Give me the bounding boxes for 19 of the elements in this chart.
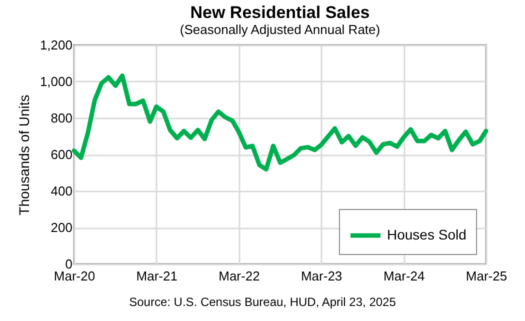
x-tick-label: Mar-20 <box>54 268 96 284</box>
chart-subtitle: (Seasonally Adjusted Annual Rate) <box>180 22 380 37</box>
y-tick-label: 1,000 <box>40 74 72 89</box>
x-tick-label: Mar-22 <box>218 268 260 284</box>
y-tick-label: 400 <box>50 184 72 198</box>
source-note: Source: U.S. Census Bureau, HUD, April 23, 2025 <box>128 295 397 309</box>
x-tick-label: Mar-24 <box>384 268 425 284</box>
y-tick-label: 200 <box>50 220 72 235</box>
x-tick-label: Mar-21 <box>136 268 178 284</box>
chart-title: New Residential Sales <box>190 3 370 22</box>
y-tick-label: 800 <box>50 110 72 126</box>
x-tick-label: Mar-23 <box>300 268 342 284</box>
y-tick-label: 600 <box>50 147 72 162</box>
line-series <box>72 73 488 172</box>
x-tick-label: Mar-25 <box>466 268 508 284</box>
y-tick-label: 0 <box>65 256 72 272</box>
legend-label: Houses Sold <box>387 226 466 242</box>
y-tick-label: 1,200 <box>40 38 72 52</box>
y-axis-title: Thousands of Units <box>16 94 32 216</box>
